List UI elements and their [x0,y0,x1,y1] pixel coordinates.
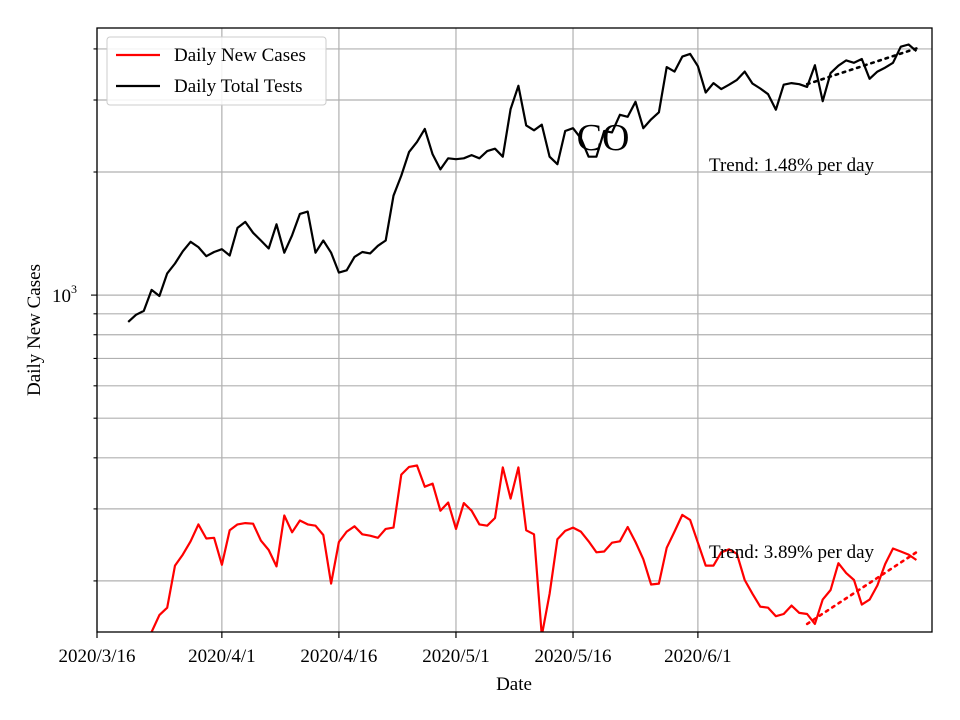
x-tick-label: 2020/6/1 [664,646,732,667]
trend-line-0 [805,550,918,626]
trend-line-1 [805,47,918,86]
axis-ticks: 2020/3/16 2020/4/1 2020/4/16 2020/5/1 2020/5… [52,48,732,667]
y-tick-label-exponent: 3 [71,282,77,296]
legend-label-cases: Daily New Cases [174,45,306,66]
plot-frame [96,27,933,633]
x-tick-label: 2020/5/1 [422,646,490,667]
legend-box [106,36,327,106]
legend-label-tests: Daily Total Tests [174,76,303,97]
y-axis-label: Daily New Cases [24,264,45,396]
x-tick-label: 2020/4/1 [188,646,256,667]
x-tick-label: 2020/3/16 [58,646,135,667]
series-layer [127,43,918,632]
series-line-0 [150,464,918,632]
x-axis-label: Date [496,674,532,695]
x-tick-label: 2020/5/16 [534,646,611,667]
trend-label-tests: Trend: 1.48% per day [709,155,874,176]
chart-title: CO [577,117,630,159]
trend-label-cases: Trend: 3.89% per day [709,542,874,563]
y-tick-label: 10 [52,286,71,307]
legend: Daily New Cases Daily Total Tests [106,36,327,106]
x-tick-label: 2020/4/16 [300,646,377,667]
series-line-1 [127,43,918,323]
